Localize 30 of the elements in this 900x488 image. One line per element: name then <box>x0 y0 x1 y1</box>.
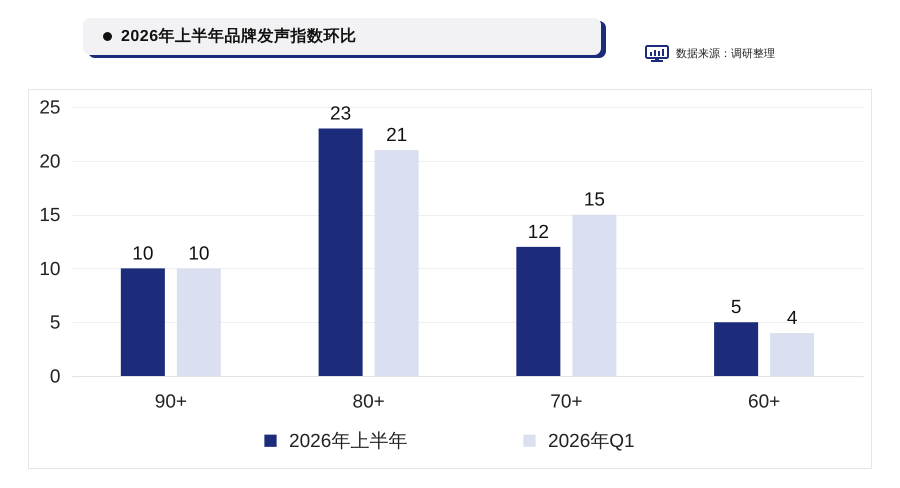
source-note: 数据来源：调研整理 <box>676 47 775 61</box>
data-label: 15 <box>584 190 605 211</box>
chart-title: 2026年上半年品牌发声指数环比 <box>121 26 357 47</box>
bar <box>572 214 616 376</box>
bar <box>714 322 758 376</box>
bar <box>516 246 560 376</box>
data-label: 12 <box>528 222 549 243</box>
data-label: 4 <box>786 308 798 329</box>
legend-label: 2026年上半年 <box>289 430 408 452</box>
y-tick-label: 5 <box>50 312 60 334</box>
bar <box>770 332 814 376</box>
bar <box>120 268 165 376</box>
data-label: 10 <box>188 243 210 264</box>
data-label: 10 <box>132 243 154 264</box>
y-tick-label: 15 <box>39 205 60 226</box>
y-tick-label: 0 <box>50 366 60 388</box>
bar <box>318 128 363 376</box>
bar <box>374 150 419 376</box>
x-tick-label: 60+ <box>748 392 780 412</box>
x-tick-label: 70+ <box>550 392 582 412</box>
y-tick-label: 20 <box>39 151 60 172</box>
legend-label: 2026年Q1 <box>548 430 635 452</box>
data-label: 21 <box>386 125 408 146</box>
bar <box>176 268 221 376</box>
y-tick-label: 10 <box>39 258 60 280</box>
data-label: 23 <box>330 104 352 125</box>
x-tick-label: 90+ <box>154 392 187 412</box>
x-tick-label: 80+ <box>352 392 385 412</box>
y-tick-label: 25 <box>39 98 60 118</box>
data-label: 5 <box>730 297 742 318</box>
